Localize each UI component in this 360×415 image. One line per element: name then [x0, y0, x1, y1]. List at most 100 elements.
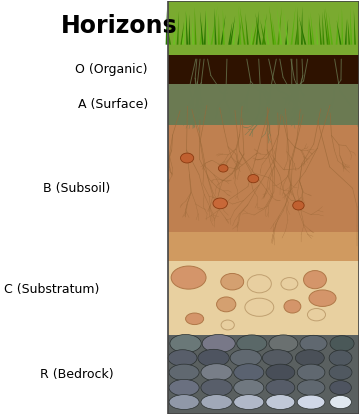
Ellipse shape — [266, 364, 295, 381]
Polygon shape — [345, 19, 347, 45]
Polygon shape — [285, 19, 288, 45]
Polygon shape — [336, 12, 339, 45]
Ellipse shape — [171, 266, 206, 289]
Ellipse shape — [262, 350, 292, 366]
Ellipse shape — [168, 350, 197, 366]
Polygon shape — [237, 21, 241, 45]
Ellipse shape — [213, 198, 228, 209]
Polygon shape — [283, 10, 289, 45]
Ellipse shape — [309, 290, 336, 306]
Polygon shape — [206, 6, 210, 45]
Ellipse shape — [296, 350, 324, 366]
Polygon shape — [204, 10, 206, 45]
Polygon shape — [310, 12, 314, 45]
Text: Horizons: Horizons — [61, 14, 177, 38]
Ellipse shape — [201, 395, 232, 410]
Polygon shape — [221, 15, 225, 45]
Ellipse shape — [234, 364, 264, 381]
Text: C (Substratum): C (Substratum) — [4, 283, 100, 296]
Polygon shape — [272, 18, 276, 45]
Polygon shape — [324, 8, 329, 45]
Bar — [167, 261, 359, 335]
Polygon shape — [319, 13, 322, 45]
Polygon shape — [260, 20, 266, 45]
Polygon shape — [329, 13, 333, 45]
Polygon shape — [218, 14, 220, 45]
Polygon shape — [348, 18, 350, 45]
Ellipse shape — [247, 275, 271, 293]
Bar — [167, 1, 359, 414]
Ellipse shape — [269, 335, 298, 352]
Ellipse shape — [300, 335, 327, 352]
Ellipse shape — [217, 297, 236, 312]
Ellipse shape — [221, 320, 234, 330]
Text: B (Subsoil): B (Subsoil) — [43, 183, 111, 195]
Polygon shape — [233, 16, 237, 45]
Polygon shape — [277, 7, 282, 45]
Polygon shape — [215, 8, 217, 45]
Ellipse shape — [221, 273, 244, 290]
Ellipse shape — [330, 336, 354, 352]
Ellipse shape — [330, 381, 351, 395]
Polygon shape — [322, 12, 324, 45]
Polygon shape — [211, 6, 217, 45]
Polygon shape — [277, 7, 282, 45]
Ellipse shape — [219, 165, 228, 172]
Polygon shape — [182, 9, 187, 45]
Polygon shape — [269, 6, 275, 45]
Polygon shape — [200, 11, 204, 45]
Ellipse shape — [186, 313, 204, 325]
Ellipse shape — [234, 379, 264, 396]
Ellipse shape — [266, 379, 295, 396]
Polygon shape — [256, 10, 259, 45]
Bar — [167, 55, 359, 84]
Ellipse shape — [169, 395, 199, 410]
Polygon shape — [230, 15, 235, 45]
Polygon shape — [192, 17, 194, 45]
Ellipse shape — [266, 395, 295, 410]
Polygon shape — [199, 19, 203, 45]
Polygon shape — [166, 18, 171, 45]
Polygon shape — [337, 20, 342, 45]
Bar — [167, 335, 359, 414]
Ellipse shape — [169, 379, 199, 396]
Text: R (Bedrock): R (Bedrock) — [40, 368, 113, 381]
Polygon shape — [173, 11, 177, 45]
Ellipse shape — [234, 395, 264, 410]
Polygon shape — [228, 21, 232, 45]
Polygon shape — [240, 7, 246, 45]
Ellipse shape — [307, 308, 325, 321]
Ellipse shape — [201, 379, 232, 396]
Bar — [167, 125, 359, 232]
Bar — [167, 1, 359, 55]
Polygon shape — [180, 22, 184, 45]
Ellipse shape — [293, 201, 304, 210]
Ellipse shape — [329, 350, 352, 366]
Polygon shape — [262, 13, 267, 45]
Polygon shape — [297, 7, 299, 45]
Ellipse shape — [180, 153, 194, 163]
Ellipse shape — [237, 335, 267, 352]
Text: A (Surface): A (Surface) — [78, 98, 148, 111]
Polygon shape — [250, 22, 253, 45]
Ellipse shape — [297, 395, 325, 409]
Polygon shape — [186, 11, 188, 45]
Polygon shape — [350, 6, 352, 45]
Bar — [167, 232, 359, 261]
Polygon shape — [255, 13, 261, 45]
Ellipse shape — [169, 364, 199, 381]
Polygon shape — [295, 20, 298, 45]
Polygon shape — [264, 12, 269, 45]
Ellipse shape — [170, 334, 201, 353]
Polygon shape — [341, 7, 343, 45]
Ellipse shape — [202, 334, 235, 353]
Polygon shape — [166, 9, 167, 45]
Ellipse shape — [284, 300, 301, 313]
Polygon shape — [309, 17, 312, 45]
Ellipse shape — [303, 271, 327, 289]
Polygon shape — [245, 13, 249, 45]
Ellipse shape — [297, 380, 325, 395]
Ellipse shape — [330, 395, 351, 409]
Polygon shape — [252, 13, 258, 45]
Polygon shape — [223, 9, 225, 45]
